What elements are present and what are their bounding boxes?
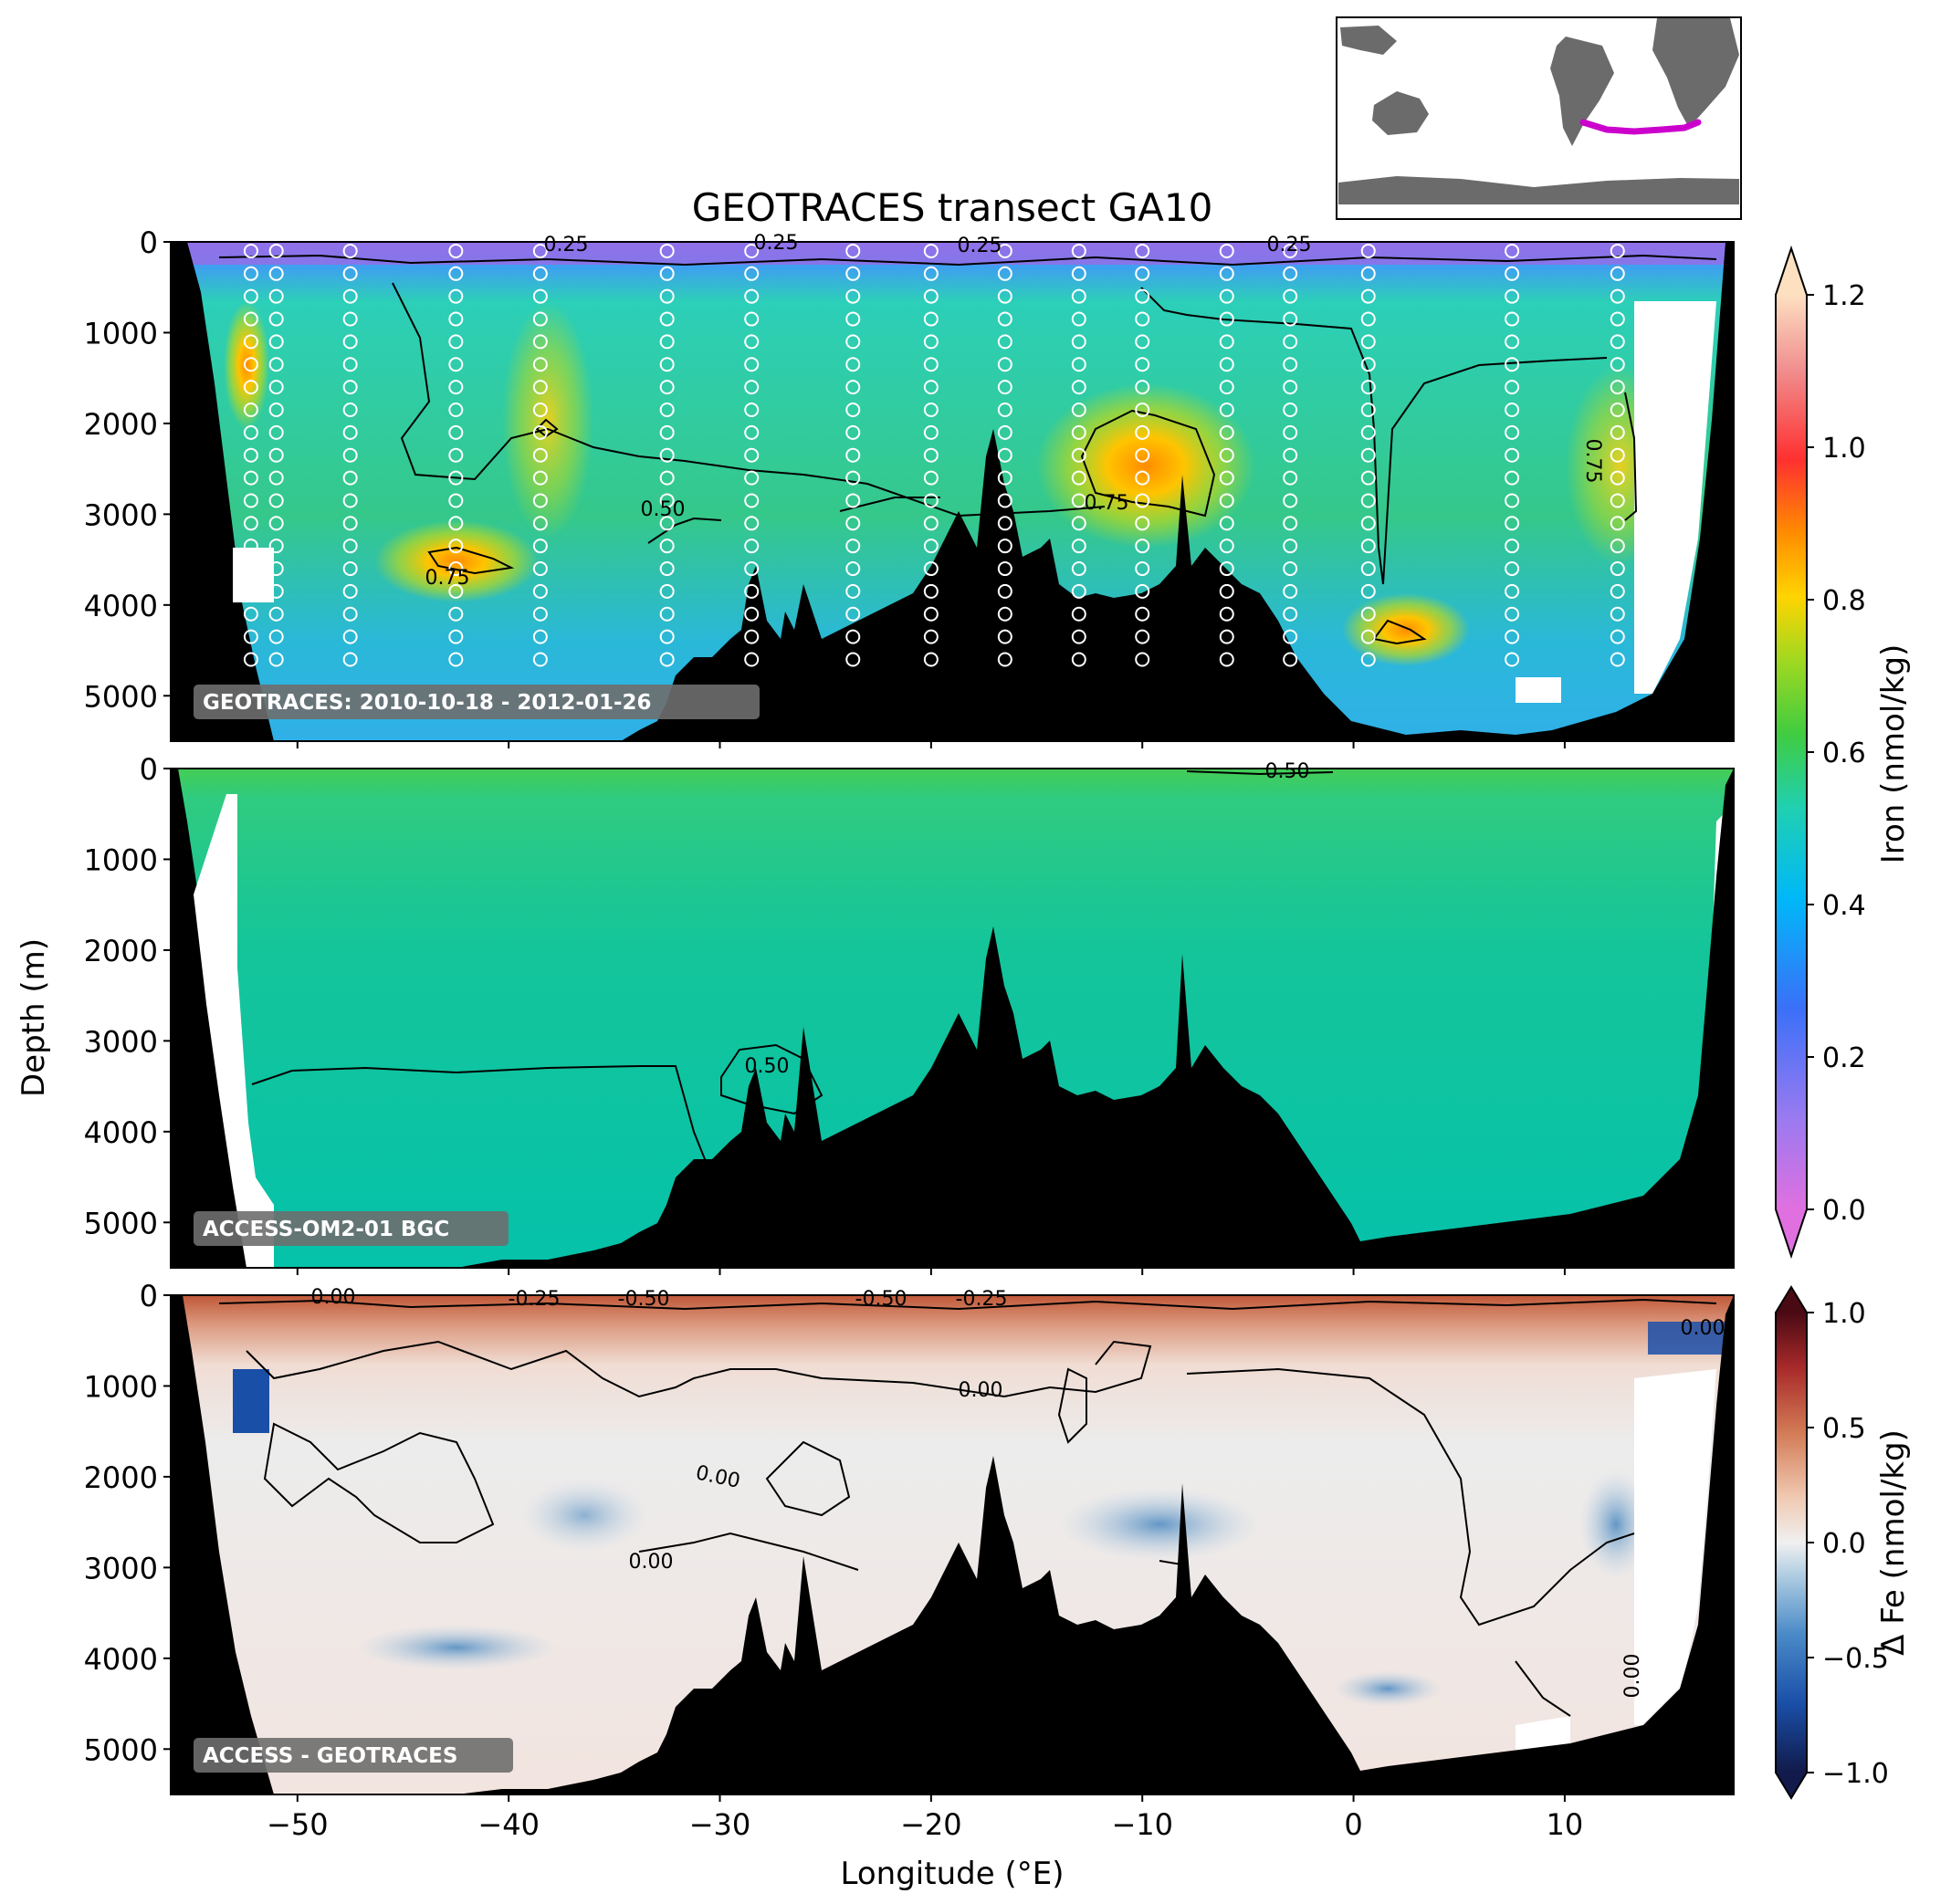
svg-text:0.75: 0.75 (1581, 439, 1604, 484)
y-tick-label: 0 (140, 752, 158, 787)
panel-label: GEOTRACES: 2010-10-18 - 2012-01-26 (203, 691, 652, 715)
iron-hotspot (1342, 593, 1470, 666)
svg-text:0.25: 0.25 (754, 232, 799, 255)
colorbar-delta-fe-label: Δ Fe (nmol/kg) (1875, 1429, 1912, 1656)
iron-hotspot (1036, 383, 1255, 548)
y-tick-label: 3000 (84, 497, 158, 532)
x-tick-label: 10 (1547, 1807, 1584, 1842)
colorbar-tick-label: 0.0 (1822, 1195, 1866, 1227)
svg-text:0.50: 0.50 (745, 1055, 790, 1078)
svg-text:-0.25: -0.25 (509, 1288, 561, 1311)
svg-text:0.50: 0.50 (1265, 760, 1310, 783)
svg-text:0.00: 0.00 (1621, 1654, 1644, 1699)
colorbar-tick-label: 0.8 (1822, 585, 1866, 617)
panel-label: ACCESS - GEOTRACES (203, 1744, 457, 1768)
x-tick-label: −50 (267, 1807, 329, 1842)
svg-text:0.25: 0.25 (958, 235, 1002, 257)
svg-text:0.75: 0.75 (1085, 492, 1129, 515)
x-tick-label: −30 (689, 1807, 751, 1842)
svg-text:0.00: 0.00 (1681, 1317, 1725, 1340)
colorbar-iron: 0.0 0.2 0.4 0.6 0.8 1.0 1.2 Iron (nmol/kg) (1776, 248, 1912, 1256)
colorbar-delta-fe: −1.0−0.50.00.51.0 Δ Fe (nmol/kg) (1776, 1287, 1912, 1798)
colorbar-tick-label: 0.6 (1822, 738, 1866, 769)
svg-text:0.25: 0.25 (544, 234, 589, 256)
y-tick-label: 0 (140, 1279, 158, 1313)
iron-hotspot (374, 520, 539, 602)
colorbar-tick-label: 1.0 (1822, 433, 1866, 465)
svg-text:0.00: 0.00 (311, 1286, 356, 1309)
y-tick-label: 1000 (84, 842, 158, 877)
svg-text:0.00: 0.00 (629, 1551, 674, 1574)
colorbar-tick-label: 0.0 (1822, 1528, 1866, 1560)
colorbar-tick-label: 0.5 (1822, 1413, 1866, 1445)
colorbar-tick-label: 0.2 (1822, 1042, 1866, 1074)
y-tick-label: 1000 (84, 316, 158, 350)
panel-label: ACCESS-OM2-01 BGC (203, 1218, 449, 1241)
y-tick-label: 3000 (84, 1024, 158, 1059)
colorbar-tick-label: 1.0 (1822, 1298, 1866, 1330)
panel-geotraces: 0.25 0.25 0.25 0.25 0.50 0.75 0.75 0.75 … (171, 232, 1734, 741)
colorbar-tick-label: −1.0 (1822, 1758, 1889, 1790)
y-tick-label: 4000 (84, 589, 158, 623)
x-tick-label: −40 (477, 1807, 540, 1842)
x-tick-label: −10 (1111, 1807, 1173, 1842)
y-tick-label: 5000 (84, 1732, 158, 1767)
x-tick-label: 0 (1344, 1807, 1362, 1842)
colorbar-tick-label: 0.4 (1822, 890, 1866, 922)
x-axis-label: Longitude (°E) (841, 1856, 1065, 1892)
svg-text:0.25: 0.25 (1267, 234, 1312, 256)
y-axis-label: Depth (m) (16, 938, 52, 1097)
svg-text:-0.50: -0.50 (855, 1288, 907, 1311)
svg-text:-0.50: -0.50 (618, 1288, 670, 1311)
y-tick-label: 3000 (84, 1551, 158, 1585)
x-tick-label: −20 (900, 1807, 962, 1842)
y-tick-label: 5000 (84, 679, 158, 714)
y-tick-label: 0 (140, 225, 158, 260)
y-tick-label: 2000 (84, 407, 158, 442)
y-tick-label: 5000 (84, 1206, 158, 1240)
colorbar-tick-label: 1.2 (1822, 280, 1866, 312)
y-tick-label: 1000 (84, 1369, 158, 1404)
svg-text:0.50: 0.50 (641, 498, 686, 521)
y-tick-label: 4000 (84, 1642, 158, 1677)
colorbar-iron-label: Iron (nmol/kg) (1875, 644, 1912, 864)
svg-text:0.00: 0.00 (959, 1379, 1003, 1402)
y-tick-label: 2000 (84, 1460, 158, 1495)
figure-title: GEOTRACES transect GA10 (692, 185, 1213, 230)
y-tick-label: 2000 (84, 934, 158, 968)
inset-map (1337, 17, 1741, 219)
panel-access-model: 0.50 0.50 ACCESS-OM2-01 BGC (171, 760, 1734, 1268)
svg-text:-0.25: -0.25 (956, 1288, 1008, 1311)
panel-difference: 0.00 -0.25 -0.50 -0.50 -0.25 0.00 0.00 0… (171, 1286, 1734, 1794)
y-tick-label: 4000 (84, 1115, 158, 1150)
svg-text:0.75: 0.75 (425, 567, 470, 590)
